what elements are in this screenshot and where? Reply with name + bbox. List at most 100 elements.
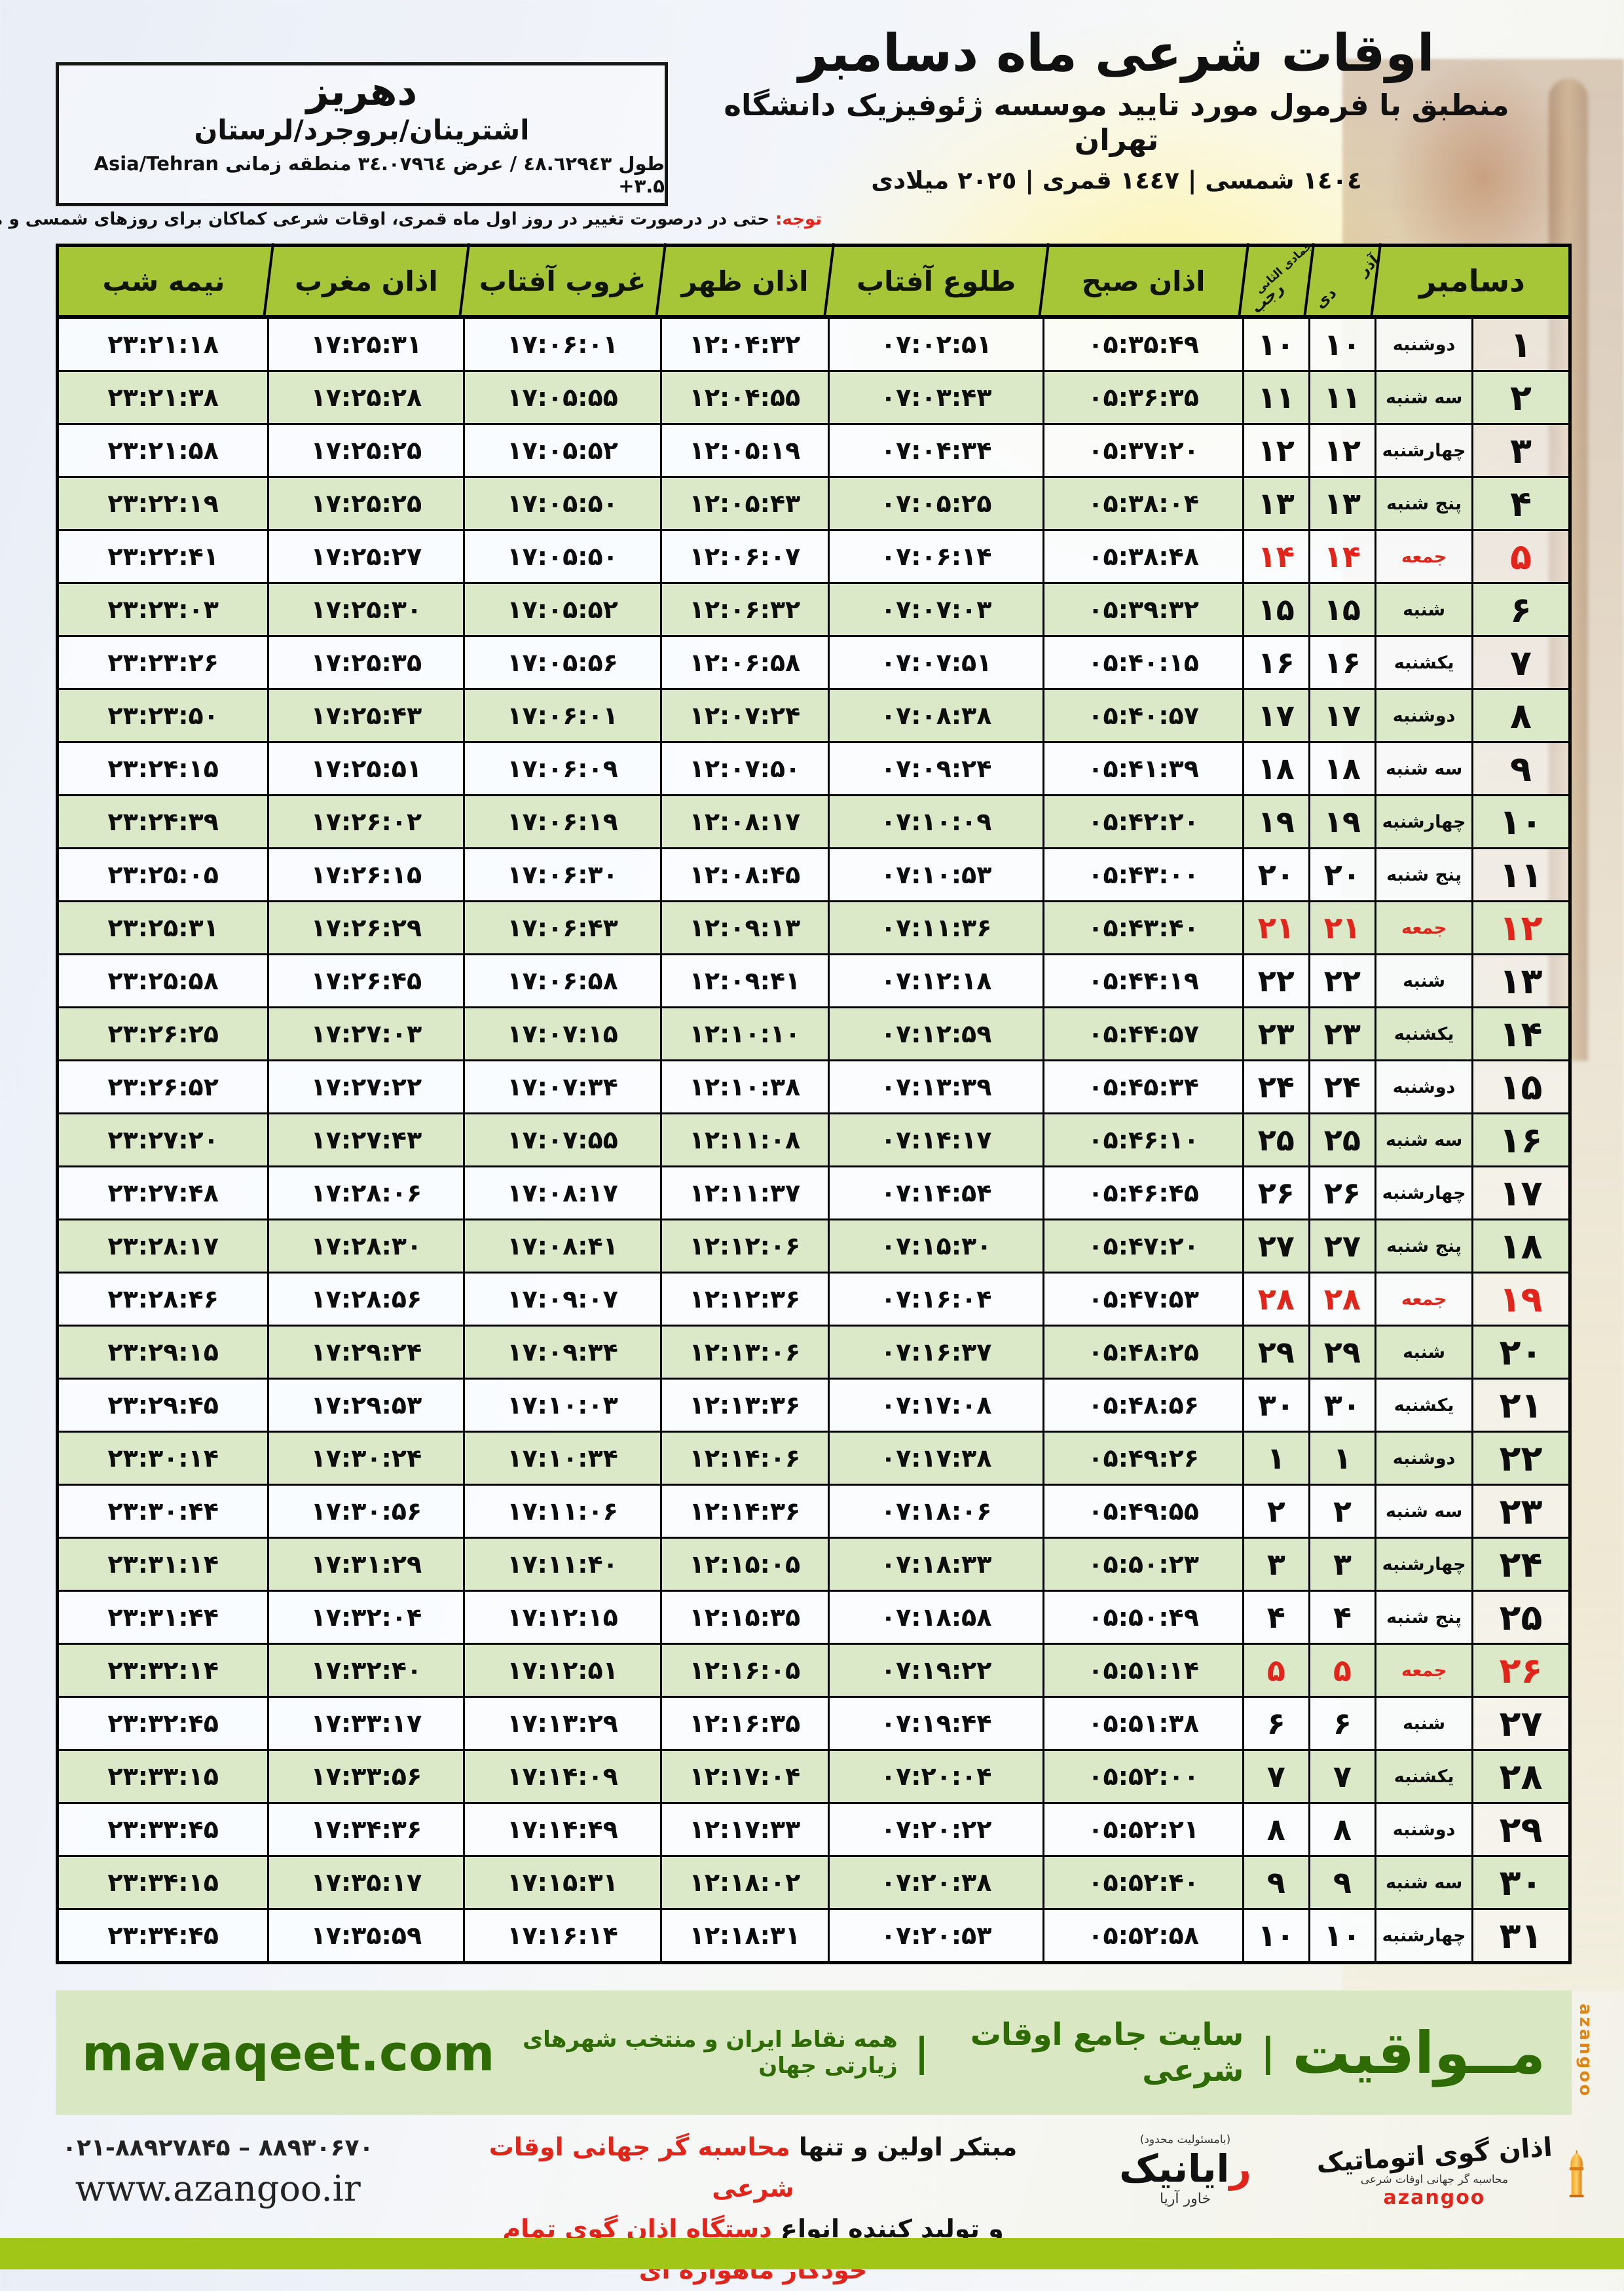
fajr-time-cell: ۰۵:۳۶:۳۵ xyxy=(1043,370,1245,425)
lunar-day-cell: ۱۷ xyxy=(1242,688,1310,743)
lunar-day-cell: ۲۳ xyxy=(1242,1006,1310,1061)
solar-day-cell: ۹ xyxy=(1308,1855,1377,1910)
table-row: ۲۷ شنبه ۶ ۶ ۰۵:۵۱:۳۸ ۰۷:۱۹:۴۴ ۱۲:۱۶:۳۵ ۱… xyxy=(56,1696,1571,1751)
lunar-day-cell: ۱۶ xyxy=(1242,635,1310,690)
sunset-time-cell: ۱۷:۰۹:۳۴ xyxy=(463,1325,662,1380)
table-row: ۱ دوشنبه ۱۰ ۱۰ ۰۵:۳۵:۴۹ ۰۷:۰۲:۵۱ ۱۲:۰۴:۳… xyxy=(56,316,1571,372)
rayanik-logo: (بامسئولیت محدود) رایانیک خاور آریا xyxy=(1100,2133,1270,2207)
sunrise-time-cell: ۰۷:۱۹:۲۲ xyxy=(828,1643,1045,1698)
azangoo-url[interactable]: www.azangoo.ir xyxy=(75,2168,361,2209)
maghrib-time-cell: ۱۷:۲۷:۴۳ xyxy=(267,1112,466,1167)
sunrise-time-cell: ۰۷:۱۱:۳۶ xyxy=(828,900,1045,955)
sunrise-time-cell: ۰۷:۱۴:۱۷ xyxy=(828,1112,1045,1167)
table-row: ۳۱ چهارشنبه ۱۰ ۱۰ ۰۵:۵۲:۵۸ ۰۷:۲۰:۵۳ ۱۲:۱… xyxy=(56,1908,1571,1964)
maghrib-time-cell: ۱۷:۳۱:۲۹ xyxy=(267,1537,466,1592)
rayanik-subname: خاور آریا xyxy=(1159,2191,1211,2207)
table-row: ۱۴ یکشنبه ۲۳ ۲۳ ۰۵:۴۴:۵۷ ۰۷:۱۲:۵۹ ۱۲:۱۰:… xyxy=(56,1006,1571,1061)
sunset-time-cell: ۱۷:۰۶:۱۹ xyxy=(463,794,662,849)
dhuhr-time-cell: ۱۲:۱۷:۰۴ xyxy=(659,1749,830,1804)
december-day-cell: ۱۱ xyxy=(1471,847,1571,902)
december-day-cell: ۵ xyxy=(1471,529,1571,584)
weekday-cell: یکشنبه xyxy=(1375,1749,1474,1804)
weekday-cell: پنج شنبه xyxy=(1375,1590,1474,1645)
rayanik-limited-label: (بامسئولیت محدود) xyxy=(1139,2133,1231,2146)
table-row: ۱۳ شنبه ۲۲ ۲۲ ۰۵:۴۴:۱۹ ۰۷:۱۲:۱۸ ۱۲:۰۹:۴۱… xyxy=(56,953,1571,1008)
sunset-time-cell: ۱۷:۰۷:۱۵ xyxy=(463,1006,662,1061)
december-day-cell: ۱۳ xyxy=(1471,953,1571,1008)
table-row: ۵ جمعه ۱۴ ۱۴ ۰۵:۳۸:۴۸ ۰۷:۰۶:۱۴ ۱۲:۰۶:۰۷ … xyxy=(56,529,1571,584)
solar-day-cell: ۱۰ xyxy=(1308,316,1377,372)
column-header-dhuhr: اذان ظهر xyxy=(661,245,829,319)
sunrise-time-cell: ۰۷:۱۹:۴۴ xyxy=(828,1696,1045,1751)
table-row: ۲۹ دوشنبه ۸ ۸ ۰۵:۵۲:۲۱ ۰۷:۲۰:۲۲ ۱۲:۱۷:۳۳… xyxy=(56,1802,1571,1857)
table-row: ۸ دوشنبه ۱۷ ۱۷ ۰۵:۴۰:۵۷ ۰۷:۰۸:۳۸ ۱۲:۰۷:۲… xyxy=(56,688,1571,743)
december-day-cell: ۱۰ xyxy=(1471,794,1571,849)
sunrise-time-cell: ۰۷:۲۰:۰۴ xyxy=(828,1749,1045,1804)
maghrib-time-cell: ۱۷:۲۵:۳۱ xyxy=(267,316,466,372)
dhuhr-time-cell: ۱۲:۱۸:۳۱ xyxy=(659,1908,830,1964)
sunrise-time-cell: ۰۷:۱۸:۳۳ xyxy=(828,1537,1045,1592)
dhuhr-time-cell: ۱۲:۰۶:۵۸ xyxy=(659,635,830,690)
table-row: ۱۰ چهارشنبه ۱۹ ۱۹ ۰۵:۴۲:۲۰ ۰۷:۱۰:۰۹ ۱۲:۰… xyxy=(56,794,1571,849)
december-day-cell: ۲۱ xyxy=(1471,1378,1571,1433)
solar-day-cell: ۲۷ xyxy=(1308,1219,1377,1274)
fajr-time-cell: ۰۵:۵۲:۲۱ xyxy=(1043,1802,1245,1857)
solar-day-cell: ۵ xyxy=(1308,1643,1377,1698)
sunrise-time-cell: ۰۷:۱۷:۰۸ xyxy=(828,1378,1045,1433)
sunset-time-cell: ۱۷:۰۶:۰۹ xyxy=(463,741,662,796)
fajr-time-cell: ۰۵:۳۷:۲۰ xyxy=(1043,423,1245,478)
fajr-time-cell: ۰۵:۴۸:۵۶ xyxy=(1043,1378,1245,1433)
fajr-time-cell: ۰۵:۴۸:۲۵ xyxy=(1043,1325,1245,1380)
lunar-day-cell: ۱ xyxy=(1242,1431,1310,1486)
table-row: ۲۳ سه شنبه ۲ ۲ ۰۵:۴۹:۵۵ ۰۷:۱۸:۰۶ ۱۲:۱۴:۳… xyxy=(56,1484,1571,1539)
december-day-cell: ۲۶ xyxy=(1471,1643,1571,1698)
prayer-times-table: دسامبر آذر دی جمادی الثانی رجب اذان صبح … xyxy=(56,239,1572,1964)
dhuhr-time-cell: ۱۲:۱۶:۰۵ xyxy=(659,1643,830,1698)
weekday-cell: یکشنبه xyxy=(1375,1006,1474,1061)
midnight-time-cell: ۲۳:۳۱:۴۴ xyxy=(56,1590,270,1645)
contact-block: ۰۲۱-۸۸۹۲۷۸۴۵ – ۸۸۹۳۰۶۷۰ www.azangoo.ir xyxy=(62,2135,374,2209)
midnight-time-cell: ۲۳:۲۹:۴۵ xyxy=(56,1378,270,1433)
dhuhr-time-cell: ۱۲:۱۵:۰۵ xyxy=(659,1537,830,1592)
sunrise-time-cell: ۰۷:۱۲:۵۹ xyxy=(828,1006,1045,1061)
lunar-day-cell: ۲۹ xyxy=(1242,1325,1310,1380)
sunrise-time-cell: ۰۷:۱۳:۳۹ xyxy=(828,1059,1045,1114)
location-coordinates: طول ٤٨.٦٢٩٤٣ / عرض ٣٤.٠٧٩٦٤ منطقه زمانی … xyxy=(94,153,665,197)
maghrib-time-cell: ۱۷:۳۵:۵۹ xyxy=(267,1908,466,1964)
page-title: اوقات شرعی ماه دسامبر xyxy=(798,24,1435,83)
solar-day-cell: ۱۷ xyxy=(1308,688,1377,743)
lunar-day-cell: ۵ xyxy=(1242,1643,1310,1698)
maghrib-time-cell: ۱۷:۳۰:۵۶ xyxy=(267,1484,466,1539)
maghrib-time-cell: ۱۷:۳۲:۴۰ xyxy=(267,1643,466,1698)
maghrib-time-cell: ۱۷:۲۵:۲۸ xyxy=(267,370,466,425)
mavaqeet-tagline-1: سایت جامع اوقات شرعی xyxy=(970,2017,1244,2089)
midnight-time-cell: ۲۳:۲۳:۰۳ xyxy=(56,582,270,637)
weekday-cell: سه شنبه xyxy=(1375,1484,1474,1539)
mavaqeet-url[interactable]: mavaqeet.com xyxy=(82,2023,495,2082)
maghrib-time-cell: ۱۷:۳۴:۳۶ xyxy=(267,1802,466,1857)
lunar-day-cell: ۶ xyxy=(1242,1696,1310,1751)
weekday-cell: دوشنبه xyxy=(1375,688,1474,743)
maghrib-time-cell: ۱۷:۲۶:۰۲ xyxy=(267,794,466,849)
lunar-day-cell: ۹ xyxy=(1242,1855,1310,1910)
promo-line-1: مبتکر اولین و تنها محاسبه گر جهانی اوقات… xyxy=(489,2133,1018,2203)
fajr-time-cell: ۰۵:۴۷:۵۳ xyxy=(1043,1272,1245,1327)
lunar-day-cell: ۲۵ xyxy=(1242,1112,1310,1167)
azangoo-subtext: محاسبه گر جهانی اوقات شرعی xyxy=(1360,2172,1509,2186)
table-row: ۴ پنج شنبه ۱۳ ۱۳ ۰۵:۳۸:۰۴ ۰۷:۰۵:۲۵ ۱۲:۰۵… xyxy=(56,476,1571,531)
solar-day-cell: ۱۵ xyxy=(1308,582,1377,637)
sunset-time-cell: ۱۷:۰۵:۵۰ xyxy=(463,476,662,531)
weekday-cell: چهارشنبه xyxy=(1375,423,1474,478)
fajr-time-cell: ۰۵:۵۲:۵۸ xyxy=(1043,1908,1245,1964)
lunar-day-cell: ۱۰ xyxy=(1242,316,1310,372)
december-day-cell: ۲۰ xyxy=(1471,1325,1571,1380)
dhuhr-time-cell: ۱۲:۰۹:۴۱ xyxy=(659,953,830,1008)
dhuhr-time-cell: ۱۲:۱۱:۳۷ xyxy=(659,1165,830,1220)
solar-day-cell: ۲۱ xyxy=(1308,900,1377,955)
midnight-time-cell: ۲۳:۲۵:۰۵ xyxy=(56,847,270,902)
table-row: ۱۷ چهارشنبه ۲۶ ۲۶ ۰۵:۴۶:۴۵ ۰۷:۱۴:۵۴ ۱۲:۱… xyxy=(56,1165,1571,1220)
solar-day-cell: ۳۰ xyxy=(1308,1378,1377,1433)
december-day-cell: ۱۴ xyxy=(1471,1006,1571,1061)
dhuhr-time-cell: ۱۲:۰۴:۵۵ xyxy=(659,370,830,425)
sunrise-time-cell: ۰۷:۱۰:۵۳ xyxy=(828,847,1045,902)
